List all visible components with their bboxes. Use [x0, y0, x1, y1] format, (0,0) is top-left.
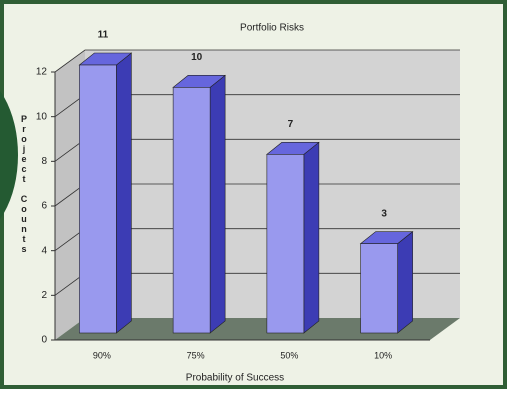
data-label: 3	[381, 208, 387, 219]
bar-side	[303, 141, 320, 334]
bar	[266, 154, 305, 334]
bar-side	[397, 231, 413, 334]
x-tick-label: 90%	[93, 350, 111, 360]
bar-side	[209, 74, 226, 334]
x-tick-label: 75%	[187, 350, 205, 360]
chart-title: Portfolio Risks	[240, 23, 304, 34]
grid-line	[54, 49, 460, 73]
bar	[172, 87, 211, 334]
y-tick-label: 0	[41, 335, 47, 346]
x-tick-label: 10%	[374, 350, 392, 360]
y-tick-label: 10	[36, 111, 48, 122]
data-label: 10	[191, 52, 203, 63]
data-label: 7	[288, 119, 294, 130]
y-tick-label: 6	[41, 201, 47, 212]
y-tick-label: 8	[41, 156, 47, 167]
floor	[55, 318, 460, 340]
bar-side	[116, 52, 132, 334]
x-tick-label: 50%	[280, 350, 298, 360]
y-tick-label: 2	[41, 290, 47, 301]
y-tick-label: 12	[36, 67, 48, 78]
bar	[79, 64, 117, 334]
bar	[360, 243, 398, 334]
decoration	[0, 91, 18, 219]
y-tick-label: 4	[41, 245, 47, 256]
x-axis-title: Probability of Success	[186, 373, 284, 384]
data-label: 11	[98, 30, 109, 41]
